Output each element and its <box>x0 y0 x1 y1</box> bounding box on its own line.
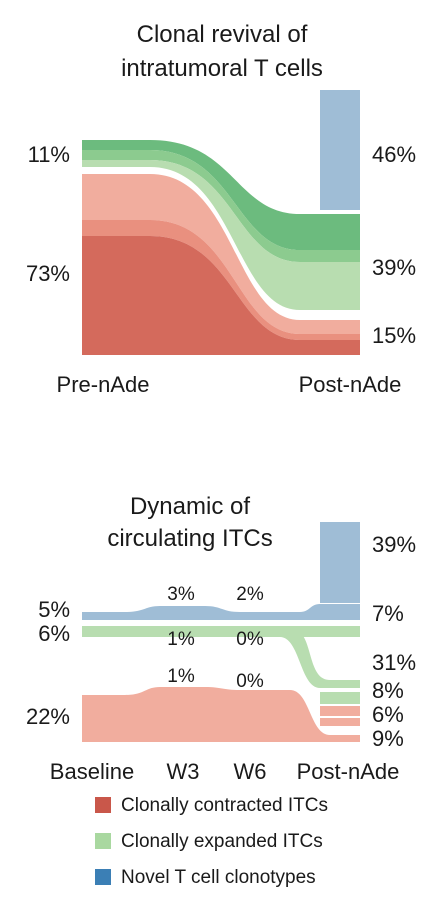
chart-2-right-label-5: 9% <box>372 726 404 751</box>
novel-bar-post <box>320 522 360 603</box>
chart-2-right-label-1: 7% <box>372 601 404 626</box>
chart-1-right-label-expanded: 39% <box>372 255 416 280</box>
contracted-post-mid <box>320 718 360 726</box>
legend-label-novel: Novel T cell clonotypes <box>121 867 316 888</box>
chart-1-right-label-novel: 46% <box>372 142 416 167</box>
chart-1-x-label-pre: Pre-nAde <box>57 372 150 397</box>
expanded-flow-bottom <box>82 160 360 310</box>
contracted-flow-mid <box>82 220 360 340</box>
w6-label-novel: 2% <box>236 584 264 605</box>
chart-2-title-line-1: Dynamic of <box>130 493 250 520</box>
legend: Clonally contracted ITCs Clonally expand… <box>95 795 328 888</box>
chart-2-right-label-4: 6% <box>372 702 404 727</box>
chart-2-left-label-expanded: 6% <box>38 621 70 646</box>
contracted-flow-bottom <box>82 236 360 355</box>
w3-label-expanded: 1% <box>167 629 195 650</box>
chart-1-left-label-expanded: 11% <box>28 142 70 167</box>
chart-1-x-label-post: Post-nAde <box>299 372 402 397</box>
novel-flow <box>82 604 360 620</box>
chart-2-title-line-2: circulating ITCs <box>107 525 272 552</box>
chart-2: Dynamic of circulating ITCs 5% 6% 22% 3%… <box>26 493 416 784</box>
legend-swatch-novel <box>95 869 111 885</box>
chart-1-title-line-1: Clonal revival of <box>137 21 308 48</box>
legend-label-contracted: Clonally contracted ITCs <box>121 795 328 816</box>
contracted-flow <box>82 687 360 742</box>
chart-1-right-label-contracted: 15% <box>372 323 416 348</box>
chart-2-x-label-baseline: Baseline <box>50 759 134 784</box>
expanded-flow-post <box>82 628 360 688</box>
legend-label-expanded: Clonally expanded ITCs <box>121 831 323 852</box>
expanded-small-post <box>320 692 360 704</box>
chart-2-left-label-contracted: 22% <box>26 704 70 729</box>
chart-1-title-line-2: intratumoral T cells <box>121 55 323 82</box>
chart-2-right-label-2: 31% <box>372 650 416 675</box>
w6-label-expanded: 0% <box>236 629 264 650</box>
legend-swatch-expanded <box>95 833 111 849</box>
chart-2-right-label-3: 8% <box>372 678 404 703</box>
contracted-post-top <box>320 706 360 716</box>
chart-2-x-label-post: Post-nAde <box>297 759 400 784</box>
novel-clonotypes-bar <box>320 90 360 210</box>
chart-2-right-label-0: 39% <box>372 532 416 557</box>
contracted-flow-top <box>82 174 360 334</box>
w3-label-contracted: 1% <box>167 666 195 687</box>
chart-2-x-label-w3: W3 <box>167 759 200 784</box>
chart-1: Clonal revival of intratumoral T cells 1… <box>26 21 416 397</box>
chart-2-left-label-novel: 5% <box>38 597 70 622</box>
expanded-flow-mid <box>82 150 360 262</box>
w3-label-novel: 3% <box>167 584 195 605</box>
chart-2-x-label-w6: W6 <box>234 759 267 784</box>
legend-swatch-contracted <box>95 797 111 813</box>
expanded-flow-top <box>82 140 360 250</box>
chart-1-left-label-contracted: 73% <box>26 261 70 286</box>
w6-label-contracted: 0% <box>236 671 264 692</box>
